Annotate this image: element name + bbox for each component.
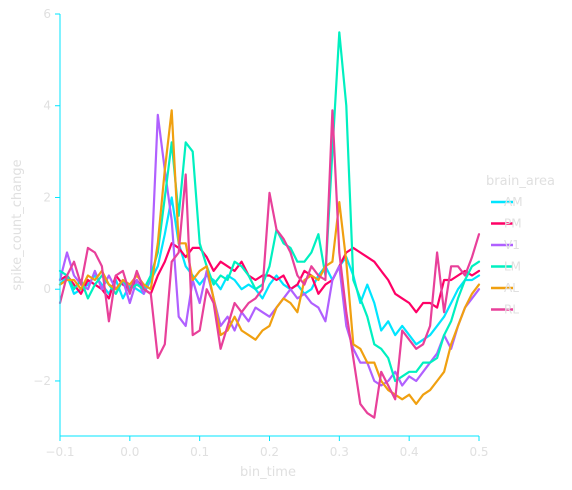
legend-label-rl: RL [504, 303, 519, 317]
series-line-rl [58, 109, 481, 419]
x-tick-label: 0.1 [190, 445, 209, 459]
series-line-al [58, 109, 481, 405]
x-tick-label: 0.2 [260, 445, 279, 459]
y-axis-title: spike_count_change [10, 159, 25, 290]
series-line-lm [58, 31, 481, 383]
legend-label-v1: V1 [504, 238, 520, 252]
legend-label-pm: PM [504, 217, 522, 231]
series-line-v1 [58, 113, 481, 387]
series-line-pm [58, 242, 481, 314]
legend-label-al: AL [504, 281, 519, 295]
legend-label-lm: LM [504, 260, 521, 274]
legend: brain_area AM PM V1 LM AL RL [486, 174, 555, 317]
plot-area [58, 31, 481, 419]
x-axis: −0.1 0.0 0.1 0.2 0.3 0.4 0.5 [45, 435, 489, 459]
y-tick-label: 2 [43, 190, 51, 204]
x-tick-label: 0.0 [120, 445, 139, 459]
legend-title: brain_area [486, 174, 555, 189]
x-tick-label: 0.5 [469, 445, 488, 459]
y-tick-label: 4 [43, 99, 51, 113]
x-axis-title: bin_time [240, 465, 296, 480]
legend-label-am: AM [504, 195, 523, 209]
y-axis: −2 0 2 4 6 [33, 7, 61, 436]
x-tick-label: 0.4 [400, 445, 419, 459]
y-tick-label: 6 [43, 7, 51, 21]
x-tick-label: −0.1 [45, 445, 74, 459]
y-tick-label: −2 [33, 374, 51, 388]
x-tick-label: 0.3 [330, 445, 349, 459]
y-tick-label: 0 [43, 282, 51, 296]
